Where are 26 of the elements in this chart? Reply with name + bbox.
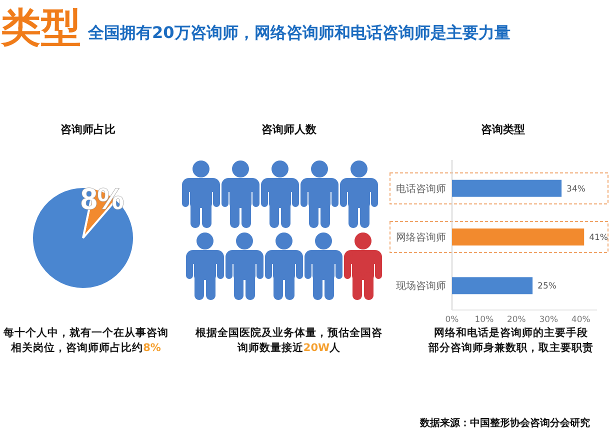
data-label: 8% — [80, 183, 124, 216]
x-tick-label: 40% — [571, 315, 590, 325]
source-note: 数据来源：中国整形协会咨询分会研究 — [419, 417, 590, 429]
text: 全国拥有20万咨询师，网络咨询师和电话咨询师是主要力量 — [87, 23, 510, 42]
bar — [452, 277, 533, 294]
y-tick-label: 现场咨询师 — [396, 280, 446, 292]
bar — [452, 180, 562, 197]
x-tick-label: 20% — [506, 315, 526, 325]
data-label: 34% — [566, 184, 586, 194]
x-tick-label: 30% — [539, 315, 558, 325]
x-tick-label: 0% — [445, 315, 459, 325]
text: 咨询师人数 — [262, 123, 318, 136]
chart-title: 咨询类型 — [481, 123, 525, 136]
text: 网络和电话是咨询师的主要手段 — [433, 326, 589, 340]
data-label: 41% — [589, 233, 608, 243]
text: 部分咨询师身兼数职，取主要职责 — [427, 340, 594, 356]
chart-title: 咨询师占比 — [60, 123, 116, 136]
bar — [452, 228, 584, 246]
y-tick-label: 电话咨询师 — [396, 182, 446, 195]
data-label: 25% — [538, 282, 556, 292]
text: 每十个人中，就有一个在从事咨询相关岗位，咨询师师占比约8% — [2, 326, 170, 356]
pie-slice — [31, 186, 135, 290]
x-tick-label: 10% — [474, 315, 494, 325]
text: 根据全国医院及业务体量，预估全国咨询师数量接近20W人 — [194, 326, 384, 356]
text: 类型 — [0, 5, 81, 51]
y-tick-label: 网络咨询师 — [396, 232, 446, 244]
